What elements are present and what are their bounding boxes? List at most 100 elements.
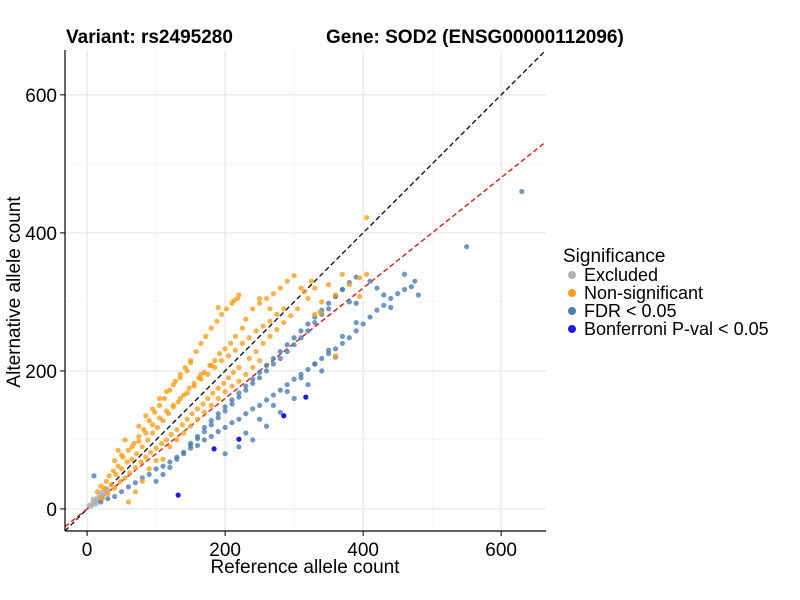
point-fdr-0-05 (222, 404, 228, 410)
legend-swatch-bonferroni-p-val-0-05 (568, 325, 576, 333)
point-fdr-0-05 (298, 335, 304, 341)
point-non-significant (308, 278, 314, 284)
point-fdr-0-05 (236, 394, 242, 400)
point-non-significant (232, 333, 239, 339)
point-non-significant (143, 454, 149, 460)
point-fdr-0-05 (367, 314, 373, 320)
point-fdr-0-05 (464, 244, 470, 250)
point-fdr-0-05 (201, 437, 208, 443)
point-non-significant (160, 456, 166, 462)
point-non-significant (147, 449, 154, 455)
point-non-significant (143, 413, 149, 419)
point-fdr-0-05 (257, 375, 263, 381)
point-fdr-0-05 (208, 417, 214, 424)
point-non-significant (106, 473, 112, 479)
x-axis-title: Reference allele count (210, 557, 400, 578)
gene-title: Gene: SOD2 (ENSG00000112096) (326, 27, 624, 48)
point-non-significant (222, 388, 228, 395)
point-non-significant (184, 390, 190, 396)
point-non-significant (257, 295, 263, 302)
x-tick-label: 0 (82, 540, 93, 561)
point-non-significant (125, 499, 132, 505)
point-fdr-0-05 (270, 392, 277, 398)
point-non-significant (250, 306, 256, 312)
point-fdr-0-05 (132, 480, 138, 486)
point-fdr-0-05 (187, 440, 194, 446)
point-fdr-0-05 (284, 388, 290, 395)
point-fdr-0-05 (298, 328, 304, 334)
y-axis-title: Alternative allele count (4, 196, 25, 388)
point-excluded (90, 496, 96, 502)
point-non-significant (205, 395, 211, 402)
point-non-significant (216, 351, 223, 357)
point-non-significant (174, 426, 180, 433)
point-fdr-0-05 (305, 328, 311, 334)
point-non-significant (301, 288, 308, 295)
point-fdr-0-05 (326, 300, 332, 306)
point-non-significant (112, 458, 118, 464)
point-non-significant (281, 319, 287, 326)
point-non-significant (246, 355, 252, 362)
point-non-significant (260, 323, 266, 329)
point-non-significant (156, 415, 163, 421)
point-non-significant (225, 375, 232, 381)
point-fdr-0-05 (229, 397, 235, 403)
point-fdr-0-05 (263, 423, 270, 429)
point-non-significant (253, 348, 259, 355)
point-non-significant (222, 346, 228, 352)
legend-label-bonferroni-p-val-0-05: Bonferroni P-val < 0.05 (584, 319, 769, 339)
point-fdr-0-05 (291, 335, 297, 341)
point-non-significant (223, 306, 230, 312)
point-non-significant (134, 451, 140, 457)
point-fdr-0-05 (250, 406, 256, 412)
point-fdr-0-05 (222, 451, 228, 457)
axis-ticks: 0 200 400 600 0 200 400 600 (25, 86, 517, 561)
point-fdr-0-05 (353, 328, 359, 334)
point-fdr-0-05 (305, 366, 311, 373)
x-tick-label: 200 (209, 540, 241, 561)
point-non-significant (221, 380, 227, 386)
legend-swatch-excluded (568, 271, 576, 279)
x-tick-label: 600 (485, 540, 517, 561)
point-fdr-0-05 (243, 411, 249, 417)
point-fdr-0-05 (305, 321, 311, 327)
point-fdr-0-05 (153, 478, 159, 484)
point-fdr-0-05 (250, 376, 256, 382)
point-fdr-0-05 (415, 292, 421, 298)
point-non-significant (150, 406, 156, 412)
point-fdr-0-05 (277, 355, 283, 362)
point-fdr-0-05 (519, 188, 525, 195)
point-fdr-0-05 (326, 347, 332, 353)
point-non-significant (357, 275, 363, 281)
point-non-significant (260, 340, 266, 346)
point-fdr-0-05 (112, 493, 118, 500)
point-fdr-0-05 (201, 429, 208, 435)
point-fdr-0-05 (153, 466, 159, 472)
point-non-significant (257, 357, 263, 364)
point-non-significant (267, 306, 273, 312)
point-fdr-0-05 (319, 355, 325, 362)
point-non-significant (136, 438, 142, 444)
point-fdr-0-05 (319, 368, 325, 374)
point-bonferroni-p-val-0-05 (175, 492, 181, 498)
point-non-significant (179, 422, 185, 428)
point-bonferroni-p-val-0-05 (236, 436, 242, 442)
point-fdr-0-05 (250, 380, 256, 386)
point-non-significant (332, 353, 339, 359)
point-non-significant (194, 406, 201, 412)
point-fdr-0-05 (125, 484, 132, 490)
point-non-significant (115, 447, 121, 453)
point-fdr-0-05 (346, 335, 352, 341)
point-non-significant (101, 485, 107, 491)
point-non-significant (146, 466, 152, 472)
point-fdr-0-05 (236, 444, 242, 450)
point-fdr-0-05 (388, 304, 394, 311)
point-fdr-0-05 (174, 456, 180, 462)
point-non-significant (187, 423, 194, 429)
point-excluded (93, 501, 99, 507)
legend-label-fdr-0-05: FDR < 0.05 (584, 301, 677, 321)
point-non-significant (145, 437, 151, 443)
point-non-significant (267, 318, 273, 324)
point-fdr-0-05 (215, 415, 221, 421)
